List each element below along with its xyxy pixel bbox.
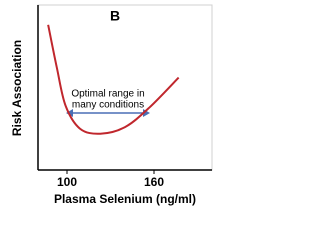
x-axis-label: Plasma Selenium (ng/ml): [54, 192, 196, 206]
x-tick-label: 100: [57, 175, 77, 189]
chart: B Risk Association Plasma Selenium (ng/m…: [10, 4, 213, 206]
line-series: [47, 24, 180, 135]
plot-frame: [37, 4, 213, 171]
annotation: many conditions: [72, 100, 144, 111]
annotation: Optimal range in: [71, 89, 144, 100]
chart-title: B: [110, 8, 120, 24]
x-tick-label: 160: [144, 175, 164, 189]
y-axis-label: Risk Association: [10, 40, 24, 136]
